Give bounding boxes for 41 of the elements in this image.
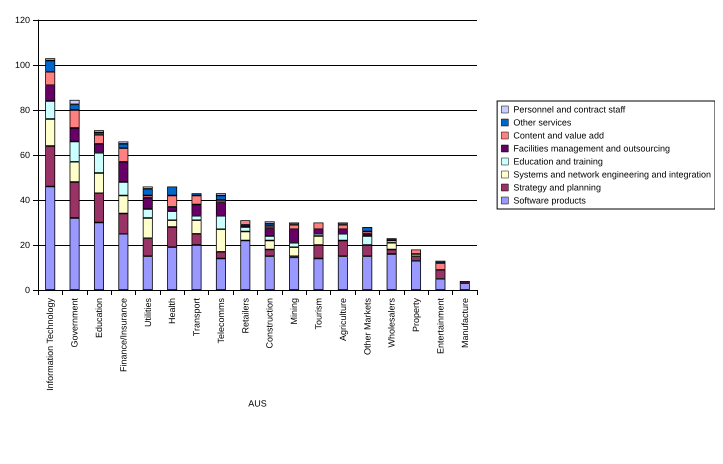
x-tick-label: Telecomms xyxy=(216,298,226,344)
legend-label: Education and training xyxy=(513,156,603,166)
bar xyxy=(240,220,250,225)
x-tick-label: Tourism xyxy=(313,298,324,330)
legend-label: Software products xyxy=(513,196,586,206)
x-tick-label: Manufacture xyxy=(460,298,470,348)
legend-label: Personnel and contract staff xyxy=(513,104,626,114)
y-tick-label: 120 xyxy=(14,15,30,25)
bar xyxy=(362,227,372,232)
y-tick-label: 40 xyxy=(20,195,30,205)
y-tick-label: 20 xyxy=(20,240,30,250)
legend-label: Other services xyxy=(513,118,572,128)
x-tick-label: Agriculture xyxy=(338,298,348,342)
legend-label: Content and value add xyxy=(513,130,604,140)
x-tick-label: Utilities xyxy=(142,298,153,328)
bar xyxy=(411,250,422,254)
x-tick-label: Mining xyxy=(289,298,300,325)
x-tick-label: Information Technology xyxy=(45,298,56,391)
legend-label: Facilities management and outsourcing xyxy=(513,144,670,154)
y-tick-label: 80 xyxy=(20,105,30,115)
x-tick-label: Transport xyxy=(192,298,202,336)
bar xyxy=(460,283,470,290)
x-axis-title: AUS xyxy=(248,398,267,408)
x-tick-label: Entertainment xyxy=(435,298,446,354)
x-tick-label: Wholesalers xyxy=(386,298,397,348)
x-tick-label: Finance/Insurance xyxy=(118,298,128,372)
y-tick-label: 0 xyxy=(24,285,30,295)
legend-label: Strategy and planning xyxy=(513,182,601,192)
x-tick-label: Education xyxy=(94,298,104,338)
x-tick-label: Retailers xyxy=(240,298,250,334)
y-tick-label: 100 xyxy=(14,60,30,70)
x-tick-label: Government xyxy=(70,298,80,348)
y-tick-label: 60 xyxy=(20,150,30,160)
bar xyxy=(216,196,226,200)
x-tick-label: Construction xyxy=(264,298,275,349)
bar xyxy=(142,188,153,196)
x-tick-label: Property xyxy=(411,298,422,332)
bar xyxy=(411,260,422,290)
legend-label: Systems and network engineering and integration xyxy=(513,170,712,180)
x-tick-label: Other Markets xyxy=(362,298,372,356)
x-tick-label: Health xyxy=(167,298,178,324)
